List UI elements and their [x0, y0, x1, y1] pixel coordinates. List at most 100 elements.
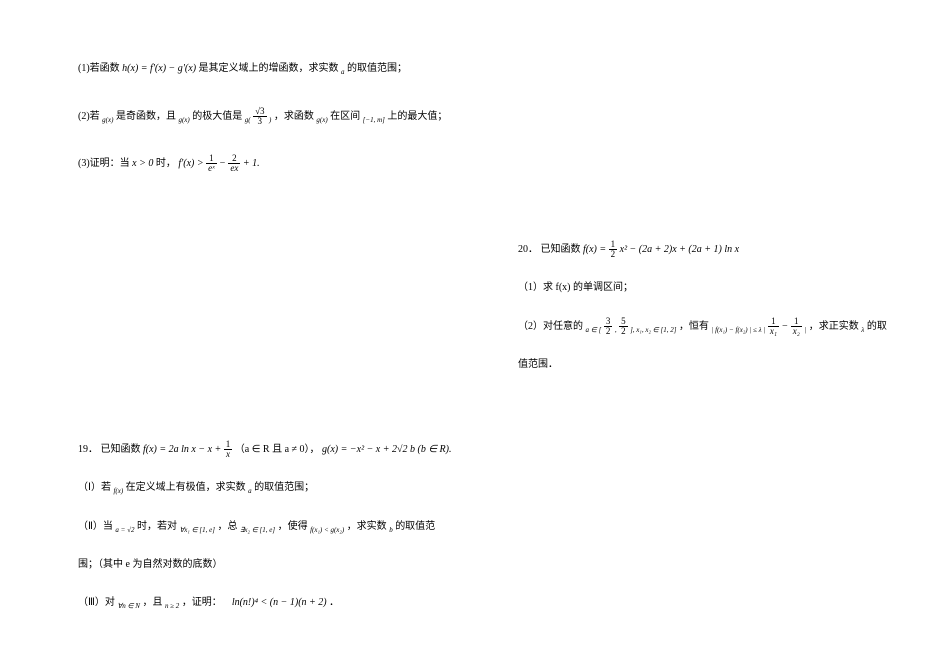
q20-f3d: x₁	[768, 327, 779, 336]
q19-fx-cond: （a ∈ R 且 a ≠ 0），	[235, 444, 320, 455]
q2-gfrac-l: g(	[245, 115, 251, 123]
q19-p3-prefix: （Ⅲ）对	[78, 597, 115, 608]
q1-suffix: 的取值范围；	[347, 63, 407, 74]
q20-p2-var: λ	[861, 326, 864, 334]
q19-p1-prefix: （Ⅰ）若	[78, 482, 111, 493]
q3-cond: x > 0	[132, 158, 153, 169]
q19-p2-line2: 围；（其中 e 为自然对数的底数）	[78, 559, 222, 570]
q20-p2-aclose: ], x₁, x₂ ∈ [1, 2]	[630, 326, 676, 334]
q19-p2-forall: ∀x₁ ∈ [1, e]	[180, 526, 215, 534]
q1-prefix: (1)若函数	[78, 63, 120, 74]
q3-f2d: ex	[228, 164, 240, 173]
q3-fl: f'(x) >	[178, 158, 203, 169]
q3-minus: −	[219, 158, 226, 169]
q19-line1: 19． 已知函数 f(x) = 2a ln x − x + 1 x （a ∈ R…	[78, 440, 498, 459]
q2-gx2: g(x)	[178, 115, 189, 123]
left-column-top: (1)若函数 h(x) = f'(x) − g'(x) 是其定义域上的增函数，求…	[78, 60, 478, 201]
q3-prefix: (3)证明：当	[78, 158, 130, 169]
right-column: 20． 已知函数 f(x) = 1 2 x² − (2a + 2)x + (2a…	[518, 240, 918, 394]
q20-p2-il: | f(x₁) − f(x₂) | ≤ λ |	[711, 326, 765, 334]
q19-p2-mid3: ，使得	[278, 521, 308, 532]
q19-num: 19．	[78, 444, 98, 455]
q19-p3: （Ⅲ）对 ∀n ∈ N ，且 n ≥ 2 ，证明： ln(n!)⁴ < (n −…	[78, 594, 498, 613]
q20-f4d: x₂	[791, 327, 802, 336]
q19-p2-mid4: ，求实数	[347, 521, 387, 532]
q19-p3-formula: ln(n!)⁴ < (n − 1)(n + 2)	[232, 597, 327, 608]
q20-p2-ir: |	[804, 326, 806, 334]
q20-minus: −	[781, 321, 788, 332]
q2-frac: √3 3	[253, 107, 266, 126]
q19-p3-suffix: ．	[329, 597, 339, 608]
q19-p1-fx: f(x)	[113, 487, 123, 495]
q20-prefix: 已知函数	[541, 244, 581, 255]
q20-f3: 1 x₁	[768, 317, 779, 336]
q19-fxd: x	[224, 450, 233, 459]
q3-fr: + 1.	[243, 158, 260, 169]
q20-p2-mid2: ，求正实数	[809, 321, 859, 332]
q19-p2-ineq: f(x₁) < g(x₂)	[310, 526, 344, 534]
q19-p2-mid1: 时，若对	[137, 521, 177, 532]
q19-p2-exists: ∃x₂ ∈ [1, e]	[240, 526, 275, 534]
q19-p3-forall: ∀n ∈ N	[117, 602, 140, 610]
q2-mid4: 在区间	[330, 110, 360, 121]
q2-gfrac-r: )	[269, 115, 271, 123]
q20-p2-l2: 值范围．	[518, 356, 918, 374]
q20-f1d: 2	[604, 327, 613, 336]
q19-p2-mid2: ，总	[217, 521, 237, 532]
q19-fx-l: f(x) = 2a ln x − x +	[143, 444, 221, 455]
q1-line: (1)若函数 h(x) = f'(x) − g'(x) 是其定义域上的增函数，求…	[78, 60, 478, 79]
q20-p2-prefix: （2）对任意的	[518, 321, 583, 332]
q19-p2-suffix: 的取值范	[395, 521, 435, 532]
q2-gx1: g(x)	[102, 115, 113, 123]
q2-mid3: ，求函数	[274, 110, 314, 121]
q19-p2-l2: 围；（其中 e 为自然对数的底数）	[78, 556, 498, 574]
q19-p2-a: a = √2	[115, 526, 134, 534]
q3-mid: 时，	[156, 158, 176, 169]
q20-p2: （2）对任意的 a ∈ [ 3 2 , 5 2 ], x₁, x₂ ∈ [1, …	[518, 317, 918, 336]
q2-interval: [−1, m]	[363, 115, 385, 123]
q20-p1-text: （1）求 f(x) 的单调区间；	[518, 282, 633, 293]
q20-p2-line2: 值范围．	[518, 359, 558, 370]
q20-c1: ,	[615, 326, 617, 334]
q2-mid2: 的极大值是	[192, 110, 242, 121]
q20-f1: 3 2	[604, 317, 613, 336]
q20-fx-frac: 1 2	[609, 240, 618, 259]
q20-p2-mid: ，恒有	[679, 321, 709, 332]
q19-p1-suffix: 的取值范围；	[254, 482, 314, 493]
q19-gx-cond: (b ∈ R).	[418, 444, 452, 455]
q19-p3-mid2: ，证明：	[182, 597, 222, 608]
q19-prefix: 已知函数	[101, 444, 141, 455]
q2-mid1: 是奇函数，且	[116, 110, 176, 121]
q2-frac-den: 3	[253, 117, 266, 126]
q2-line: (2)若 g(x) 是奇函数，且 g(x) 的极大值是 g( √3 3 ) ，求…	[78, 107, 478, 126]
q20-num: 20．	[518, 244, 538, 255]
q19-fx-frac: 1 x	[224, 440, 233, 459]
q20-p2-ain: a ∈ [	[586, 326, 602, 334]
q2-prefix: (2)若	[78, 110, 100, 121]
q3-line: (3)证明：当 x > 0 时， f'(x) > 1 eˣ − 2 ex + 1…	[78, 154, 478, 173]
q1-formula: h(x) = f'(x) − g'(x)	[122, 63, 196, 74]
q19-gx: g(x) = −x² − x + 2√2 b	[322, 444, 415, 455]
q20-p1: （1）求 f(x) 的单调区间；	[518, 279, 918, 297]
q1-mid: 是其定义域上的增函数，求实数	[199, 63, 339, 74]
q19-p1-var: a	[248, 487, 252, 495]
q2-gx3: g(x)	[316, 115, 327, 123]
q3-frac1: 1 eˣ	[206, 154, 217, 173]
q19-p1: （Ⅰ）若 f(x) 在定义域上有极值，求实数 a 的取值范围；	[78, 479, 498, 498]
q19-p2: （Ⅱ）当 a = √2 时，若对 ∀x₁ ∈ [1, e] ，总 ∃x₂ ∈ […	[78, 518, 498, 537]
q1-var: a	[341, 68, 345, 76]
q3-frac2: 2 ex	[228, 154, 240, 173]
q19-p3-cond: n ≥ 2	[165, 602, 179, 610]
q20-f2d: 2	[619, 327, 628, 336]
q20-fx-l: f(x) =	[583, 244, 606, 255]
q19-p2-prefix: （Ⅱ）当	[78, 521, 113, 532]
q20-fxd: 2	[609, 250, 618, 259]
q19-p2-var: b	[389, 526, 393, 534]
q19-p1-mid: 在定义域上有极值，求实数	[126, 482, 246, 493]
q20-f4: 1 x₂	[791, 317, 802, 336]
q20-fx-r: x² − (2a + 2)x + (2a + 1) ln x	[620, 244, 739, 255]
q3-f1d: eˣ	[206, 164, 217, 173]
q20-line1: 20． 已知函数 f(x) = 1 2 x² − (2a + 2)x + (2a…	[518, 240, 918, 259]
left-column-bottom: 19． 已知函数 f(x) = 2a ln x − x + 1 x （a ∈ R…	[78, 440, 498, 633]
q20-f2: 5 2	[619, 317, 628, 336]
